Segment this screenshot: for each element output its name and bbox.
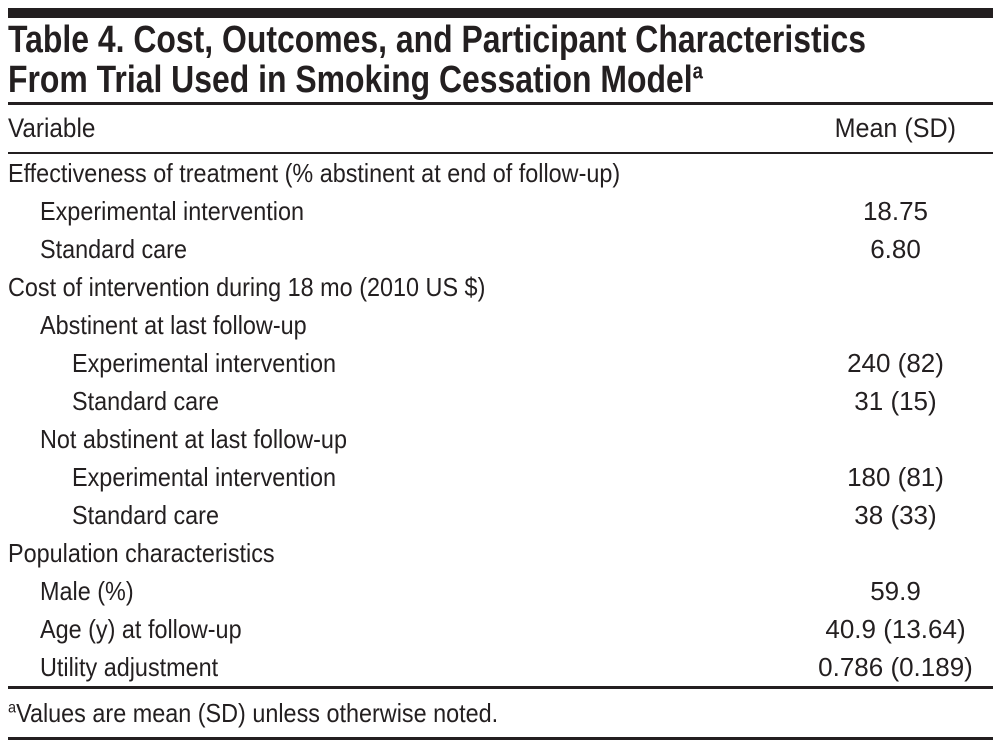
row-value: 0.786 (0.189) [818,652,973,682]
title-footnote-marker: a [692,58,703,84]
table-bottom-rule [8,737,993,740]
row-value [798,154,993,192]
row-label: Not abstinent at last follow-up [40,424,347,454]
row-value [798,534,993,572]
row-value [798,268,993,306]
row-label: Experimental intervention [40,196,305,226]
row-label: Experimental intervention [72,462,337,492]
row-label: Effectiveness of treatment (% abstinent … [8,158,621,188]
row-label: Population characteristics [8,538,275,568]
column-header-mean-sd-label: Mean (SD) [834,113,957,143]
row-label: Age (y) at follow-up [40,614,242,644]
footnote-marker: a [8,698,17,717]
table-row: Experimental intervention 18.75 [8,192,993,230]
table-row: Utility adjustment 0.786 (0.189) [8,648,993,686]
header-divider-rule [8,152,993,154]
row-value: 31 (15) [854,386,937,416]
table-row: Abstinent at last follow-up [8,306,993,344]
column-header-variable: Variable [8,105,798,152]
table-title-line2: From Trial Used in Smoking Cessation Mod… [8,59,693,101]
row-label: Standard care [72,500,219,530]
table-header-row: Variable Mean (SD) [8,105,993,152]
row-value [798,420,993,458]
table-footnote-text-wrap: aValues are mean (SD) unless otherwise n… [8,689,498,737]
row-label: Utility adjustment [40,652,219,682]
row-label: Abstinent at last follow-up [40,310,307,340]
table-row: Experimental intervention 240 (82) [8,344,993,382]
row-label: Experimental intervention [72,348,337,378]
table-row: Experimental intervention 180 (81) [8,458,993,496]
table-body: Effectiveness of treatment (% abstinent … [8,154,993,686]
table-row: Male (%) 59.9 [8,572,993,610]
table-top-rule [8,8,993,18]
table-row: Effectiveness of treatment (% abstinent … [8,154,993,192]
table-row: Not abstinent at last follow-up [8,420,993,458]
table-row: Standard care 38 (33) [8,496,993,534]
table-row: Age (y) at follow-up 40.9 (13.64) [8,610,993,648]
row-value: 18.75 [862,196,929,226]
table-row: Standard care 6.80 [8,230,993,268]
table-title-line1: Table 4. Cost, Outcomes, and Participant… [8,19,866,61]
table-title: Table 4. Cost, Outcomes, and Participant… [8,18,866,102]
row-value: 240 (82) [847,348,944,378]
row-value: 6.80 [870,234,921,264]
body-bottom-rule [8,686,993,689]
row-label: Male (%) [40,576,134,606]
title-divider-rule [8,102,993,105]
table-row: Cost of intervention during 18 mo (2010 … [8,268,993,306]
footnote-text: Values are mean (SD) unless otherwise no… [16,698,499,728]
table-row: Standard care 31 (15) [8,382,993,420]
row-value: 59.9 [870,576,921,606]
table-footnote: aValues are mean (SD) unless otherwise n… [8,689,993,737]
row-value: 180 (81) [847,462,944,492]
table-row: Population characteristics [8,534,993,572]
row-value: 38 (33) [854,500,937,530]
row-value [798,306,993,344]
column-header-variable-label: Variable [8,113,96,143]
row-value: 40.9 (13.64) [825,614,966,644]
row-label: Standard care [40,234,187,264]
column-header-mean-sd: Mean (SD) [798,105,993,152]
row-label: Standard care [72,386,219,416]
row-label: Cost of intervention during 18 mo (2010 … [8,272,486,302]
